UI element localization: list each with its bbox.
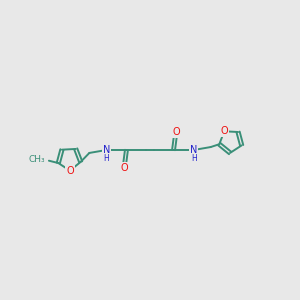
Text: CH₃: CH₃ bbox=[29, 155, 45, 164]
Text: O: O bbox=[120, 163, 128, 173]
Text: O: O bbox=[220, 126, 228, 136]
Text: H: H bbox=[191, 154, 197, 163]
Text: N: N bbox=[103, 145, 110, 155]
Text: N: N bbox=[190, 145, 197, 155]
Text: O: O bbox=[66, 166, 74, 176]
Text: O: O bbox=[172, 127, 180, 137]
Text: H: H bbox=[103, 154, 109, 163]
